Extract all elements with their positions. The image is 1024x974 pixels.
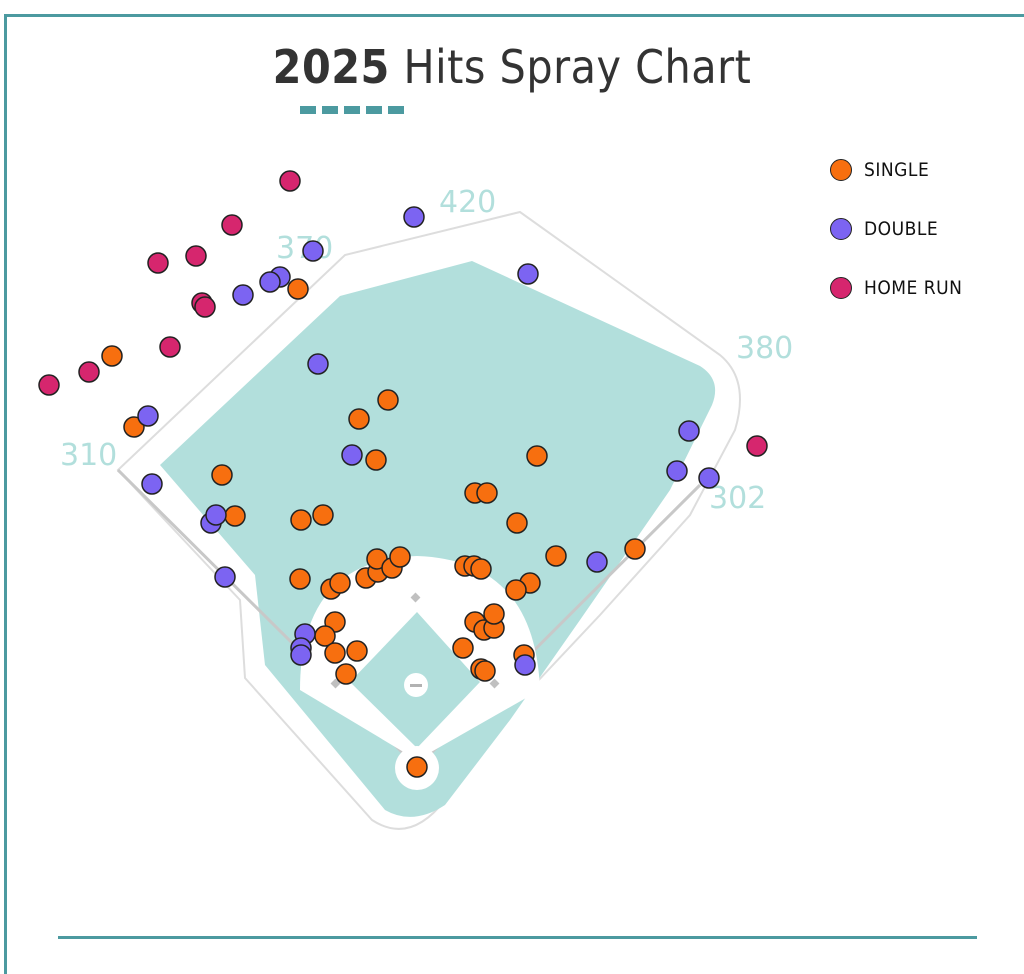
legend-label: HOME RUN [864, 276, 963, 299]
double-point [232, 284, 254, 306]
title-year: 2025 [272, 40, 390, 94]
double-point [141, 473, 163, 495]
pitchers-rubber [410, 684, 422, 687]
double-point [678, 420, 700, 442]
title-underline [300, 106, 404, 114]
single-point [365, 449, 387, 471]
double-point [290, 644, 312, 666]
hit-points [38, 170, 768, 778]
single-point [289, 568, 311, 590]
second-base [410, 592, 421, 603]
single-point [389, 546, 411, 568]
legend: SINGLE DOUBLE HOME RUN [830, 140, 962, 317]
title-text: Hits Spray Chart [403, 40, 752, 94]
single-point [211, 464, 233, 486]
single-point [474, 660, 496, 682]
single-point [476, 482, 498, 504]
double-point [403, 206, 425, 228]
spray-chart: 310 370 420 380 302 [38, 170, 793, 830]
single-point [452, 637, 474, 659]
home-run-point [746, 435, 768, 457]
single-point [348, 408, 370, 430]
distance-left: 310 [60, 438, 117, 473]
single-point [624, 538, 646, 560]
double-point [214, 566, 236, 588]
single-point [123, 416, 145, 438]
home-run-point [221, 214, 243, 236]
home-run-point [194, 296, 216, 318]
home-run-point [147, 252, 169, 274]
legend-swatch-double [830, 217, 852, 240]
legend-swatch-home-run [830, 276, 852, 299]
home-run-point [38, 374, 60, 396]
legend-swatch-single [830, 158, 852, 181]
legend-item-single: SINGLE [830, 140, 962, 199]
distance-center: 420 [439, 185, 496, 220]
single-point [101, 345, 123, 367]
single-point [505, 579, 527, 601]
single-point [324, 642, 346, 664]
single-point [483, 603, 505, 625]
single-point [470, 558, 492, 580]
single-point [506, 512, 528, 534]
single-point [287, 278, 309, 300]
single-point [329, 572, 351, 594]
double-point [586, 551, 608, 573]
single-point [406, 756, 428, 778]
legend-label: DOUBLE [864, 217, 939, 240]
single-point [224, 505, 246, 527]
double-point [514, 654, 536, 676]
home-run-point [78, 361, 100, 383]
single-point [377, 389, 399, 411]
double-point [698, 467, 720, 489]
home-run-point [185, 245, 207, 267]
double-point [259, 271, 281, 293]
double-point [205, 504, 227, 526]
single-point [526, 445, 548, 467]
double-point [517, 263, 539, 285]
warning-track-outline [116, 210, 741, 830]
double-point [137, 405, 159, 427]
distance-right-center: 380 [736, 331, 793, 366]
single-point [346, 640, 368, 662]
distance-right: 302 [709, 481, 766, 516]
double-point [302, 240, 324, 262]
double-point [341, 444, 363, 466]
legend-label: SINGLE [864, 158, 930, 181]
double-point [307, 353, 329, 375]
single-point [312, 504, 334, 526]
first-base [489, 678, 500, 689]
home-run-point [159, 336, 181, 358]
single-point [545, 545, 567, 567]
outfield-grass [160, 261, 716, 817]
legend-item-home-run: HOME RUN [830, 258, 962, 317]
chart-title: 2025 Hits Spray Chart [0, 40, 1024, 94]
chart-frame [4, 14, 1024, 974]
single-point [290, 509, 312, 531]
legend-item-double: DOUBLE [830, 199, 962, 258]
single-point [335, 663, 357, 685]
double-point [666, 460, 688, 482]
bottom-rule [58, 936, 977, 939]
home-run-point [279, 170, 301, 192]
